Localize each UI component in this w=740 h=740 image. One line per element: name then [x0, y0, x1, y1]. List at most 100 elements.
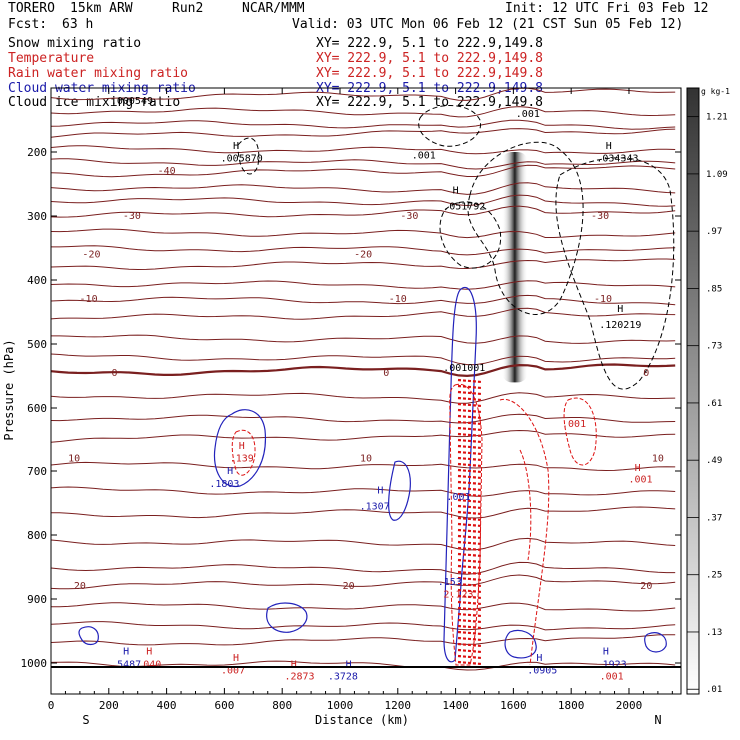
rain-core-stroke: [457, 486, 483, 492]
temperature-isotherm: [51, 258, 676, 271]
cloud-water-contour: [266, 602, 308, 633]
colorbar-tick-label: 1.21: [706, 113, 728, 123]
isotherm-label: -20: [82, 249, 100, 260]
rain-core-stroke: [457, 378, 483, 384]
rain-core-stroke: [457, 426, 483, 432]
cloud-ice-contour: [439, 201, 502, 269]
field-maximum-label: H: [233, 141, 239, 152]
colorbar-tick-label: .13: [706, 628, 722, 638]
rain-core-stroke: [457, 414, 483, 420]
isotherm-label: -20: [354, 249, 372, 260]
cloud-ice-contour: [467, 141, 584, 315]
temperature-isotherm: [51, 194, 676, 207]
temperature-isotherm: [51, 461, 676, 472]
x-end-label-south: S: [82, 713, 89, 727]
legend-snow-label: Snow mixing ratio: [8, 36, 142, 51]
field-maximum-label: H: [635, 463, 641, 474]
x-tick-label: 2000: [616, 699, 643, 712]
y-tick-label: 600: [27, 402, 47, 415]
y-axis-title: Pressure (hPa): [2, 339, 16, 440]
temperature-isotherm: [51, 561, 676, 575]
x-tick-label: 800: [272, 699, 292, 712]
field-maximum-label: .001: [412, 150, 436, 161]
x-tick-label: 1200: [385, 699, 412, 712]
field-maximum-label: .5487: [111, 659, 141, 670]
field-maximum-label: 2.123: [443, 590, 473, 601]
field-maximum-label: .000549: [111, 96, 153, 107]
temperature-isotherm: [51, 574, 676, 590]
temperature-isotherm: [51, 145, 676, 155]
isotherm-label: 10: [652, 453, 664, 464]
x-tick-label: 600: [214, 699, 234, 712]
temperature-isotherm: [51, 245, 676, 256]
isotherm-label: 0: [643, 368, 649, 379]
rain-core-stroke: [457, 540, 483, 546]
colorbar: [686, 87, 700, 695]
field-maximum-label: H: [453, 186, 459, 197]
temperature-isotherm: [51, 182, 676, 195]
temperature-isotherm: [51, 486, 676, 497]
field-maximum-label: H: [291, 659, 297, 670]
rain-core-stroke: [457, 420, 483, 426]
rain-core-stroke: [457, 612, 483, 618]
field-maximum-label: H: [606, 141, 612, 152]
y-tick-label: 300: [27, 210, 47, 223]
temperature-isotherm: [51, 634, 676, 646]
x-tick-label: 1800: [558, 699, 585, 712]
field-maximum-label: H: [536, 653, 542, 664]
rain-core-stroke: [457, 402, 483, 408]
y-tick-label: 400: [27, 274, 47, 287]
forecast-label: Fcst:: [8, 17, 48, 32]
colorbar-tick-label: .37: [706, 513, 722, 523]
y-tick-label: 700: [27, 465, 47, 478]
rain-core-stroke: [457, 390, 483, 396]
plot-frame: [50, 87, 682, 695]
x-tick-label: 1400: [442, 699, 469, 712]
rain-core-stroke: [457, 528, 483, 534]
field-maximum-label: H: [146, 647, 152, 658]
model-resolution: 15km ARW: [70, 1, 133, 16]
temperature-isotherm: [51, 205, 676, 218]
field-maximum-label: .120219: [599, 320, 641, 331]
valid-time: Valid: 03 UTC Mon 06 Feb 12 (21 CST Sun …: [292, 17, 684, 32]
rain-water-contour: [449, 383, 483, 666]
rain-core-stroke: [457, 408, 483, 414]
isotherm-label: 0: [112, 368, 118, 379]
cloud-water-contour: [644, 632, 667, 653]
field-maximum-label: .007: [221, 666, 245, 677]
rain-core-stroke: [457, 636, 483, 642]
model-name: TORERO: [8, 1, 55, 16]
field-maximum-label: .034343: [596, 154, 638, 165]
temperature-isotherm: [51, 621, 676, 631]
rain-core-stroke: [457, 474, 483, 480]
isotherm-label: 10: [360, 453, 372, 464]
colorbar-tick-label: .25: [706, 571, 722, 581]
forecast-hours: 63 h: [62, 17, 94, 32]
x-tick-label: 1000: [327, 699, 354, 712]
legend-rain-xy: XY= 222.9, 5.1 to 222.9,149.8: [316, 66, 543, 81]
model-org: NCAR/MMM: [242, 1, 305, 16]
isotherm-label: 0: [383, 368, 389, 379]
rain-water-contour: [499, 398, 550, 666]
field-maximum-label: .001: [600, 672, 624, 683]
field-maximum-label: .001001: [443, 363, 485, 374]
rain-core-stroke: [457, 594, 483, 600]
isotherm-label: 10: [68, 453, 80, 464]
rain-core-stroke: [457, 456, 483, 462]
temperature-isotherm: [51, 506, 676, 519]
rain-core-stroke: [457, 504, 483, 510]
field-maximum-label: .1923: [597, 659, 627, 670]
rain-core-stroke: [457, 570, 483, 576]
rain-core-stroke: [457, 630, 483, 636]
temperature-isotherm: [51, 106, 676, 118]
rain-core-stroke: [457, 642, 483, 648]
rain-core-stroke: [457, 552, 483, 558]
field-maximum-label: .1307: [360, 501, 390, 512]
snow-shade-core: [501, 152, 528, 383]
temperature-isotherm: [51, 429, 676, 443]
rain-core-stroke: [457, 492, 483, 498]
field-maximum-label: H: [603, 647, 609, 658]
field-maximum-label: .001: [628, 475, 652, 486]
rain-core-stroke: [457, 480, 483, 486]
